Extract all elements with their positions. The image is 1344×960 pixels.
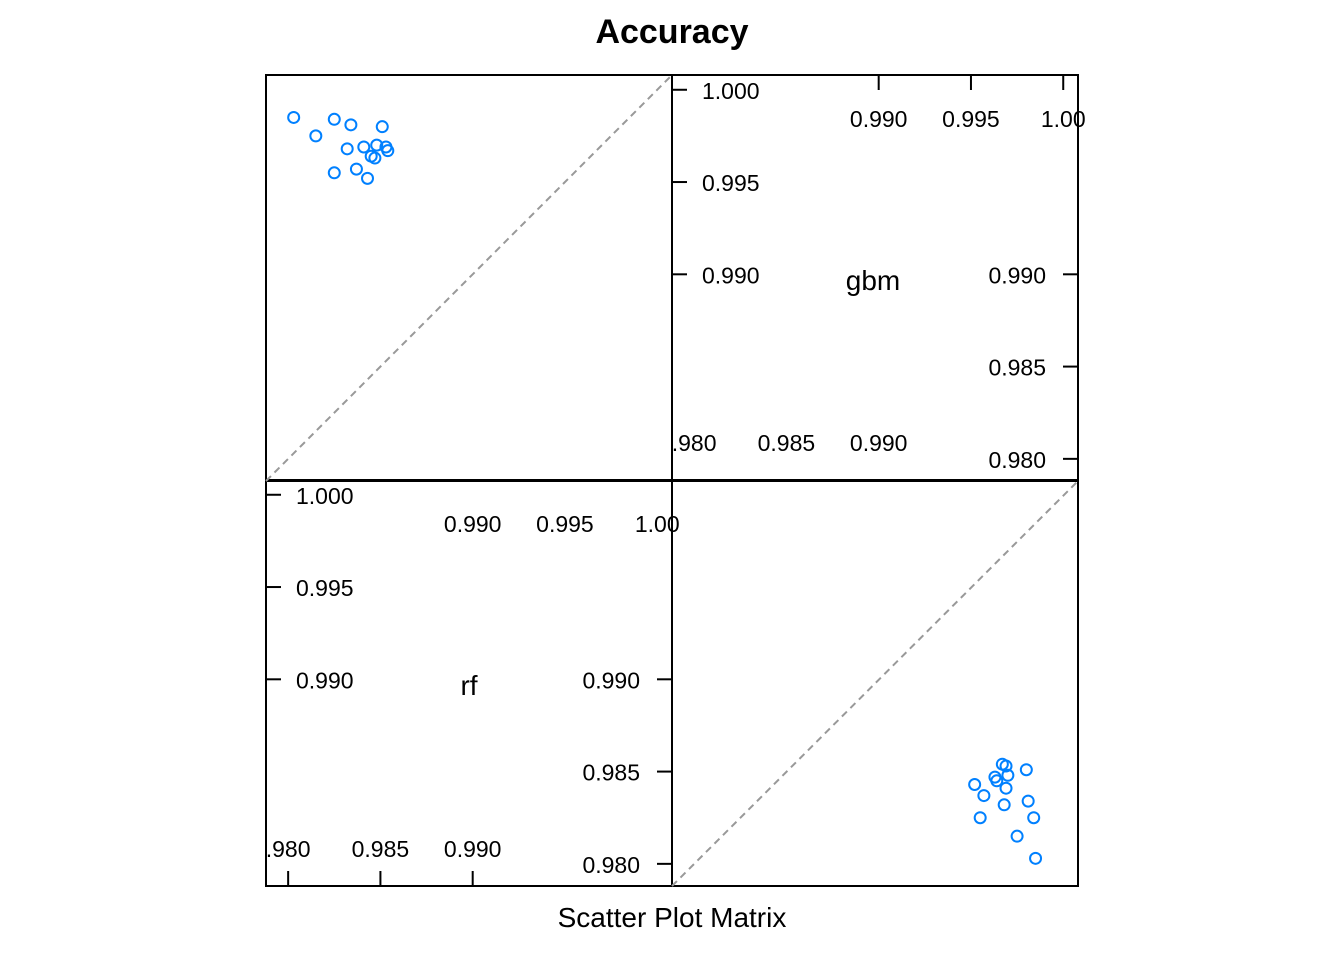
data-point <box>364 149 378 163</box>
tick-label: 1.000 <box>702 78 760 104</box>
tick-label: 0.980 <box>988 447 1046 473</box>
reference-line-bottom-right <box>671 480 1079 887</box>
matrix-panels <box>265 74 1079 887</box>
data-point <box>1021 794 1035 808</box>
panel-bottom-right <box>671 480 1079 887</box>
data-point <box>1027 811 1041 825</box>
tick-label: 1.000 <box>296 483 354 509</box>
tick-label: 1.00 <box>1041 106 1086 132</box>
tick-label: 0.990 <box>296 667 354 693</box>
tick-label: 0.985 <box>582 760 640 786</box>
data-point <box>309 129 323 143</box>
tick-label: 0.990 <box>582 667 640 693</box>
matrix-ticks: 1.000 0.995 0.990 0.990 0.985 0.980 0.990 0.995… <box>266 75 1086 886</box>
data-point <box>327 166 341 180</box>
data-point <box>361 171 374 185</box>
data-point <box>287 110 301 124</box>
data-point <box>995 757 1009 771</box>
tick-label: 0.990 <box>850 106 908 132</box>
reference-line-top-left <box>265 74 673 482</box>
data-point <box>370 138 384 152</box>
data-point <box>997 798 1011 812</box>
tick-label: 0.990 <box>988 262 1046 288</box>
tick-label: 0.990 <box>702 262 760 288</box>
tick-label: 0.985 <box>988 355 1046 381</box>
data-point <box>1019 763 1033 777</box>
data-point <box>357 140 371 154</box>
tick-label: 0.985 <box>352 836 410 862</box>
tick-label: 0.995 <box>942 106 1000 132</box>
variable-label-rf: rf <box>460 670 477 701</box>
tick-label: 0.990 <box>444 836 502 862</box>
data-point <box>999 781 1013 795</box>
data-point <box>344 118 358 132</box>
data-point <box>349 162 363 176</box>
tick-label: .980 <box>266 836 311 862</box>
data-point <box>973 811 987 825</box>
tick-label: .980 <box>672 430 717 456</box>
data-point <box>1029 851 1043 865</box>
tick-label: 0.985 <box>758 430 816 456</box>
variable-label-gbm: gbm <box>846 265 900 296</box>
x-axis-label: Scatter Plot Matrix <box>558 902 787 933</box>
tick-label: 0.995 <box>702 170 760 196</box>
data-point <box>990 774 1004 788</box>
tick-label: 0.995 <box>536 511 594 537</box>
tick-label: 0.990 <box>444 511 502 537</box>
data-point <box>968 778 982 791</box>
tick-label: 0.980 <box>582 852 640 878</box>
data-point <box>375 120 389 134</box>
tick-label: 0.990 <box>850 430 908 456</box>
data-point <box>327 112 341 126</box>
tick-label: 1.00 <box>635 511 680 537</box>
data-point <box>1010 829 1024 843</box>
data-points <box>287 110 1043 865</box>
data-point <box>381 144 395 158</box>
data-point <box>1001 768 1015 782</box>
data-point <box>340 142 354 156</box>
data-point <box>977 789 991 803</box>
tick-label: 0.995 <box>296 575 354 601</box>
chart-title: Accuracy <box>595 13 748 51</box>
